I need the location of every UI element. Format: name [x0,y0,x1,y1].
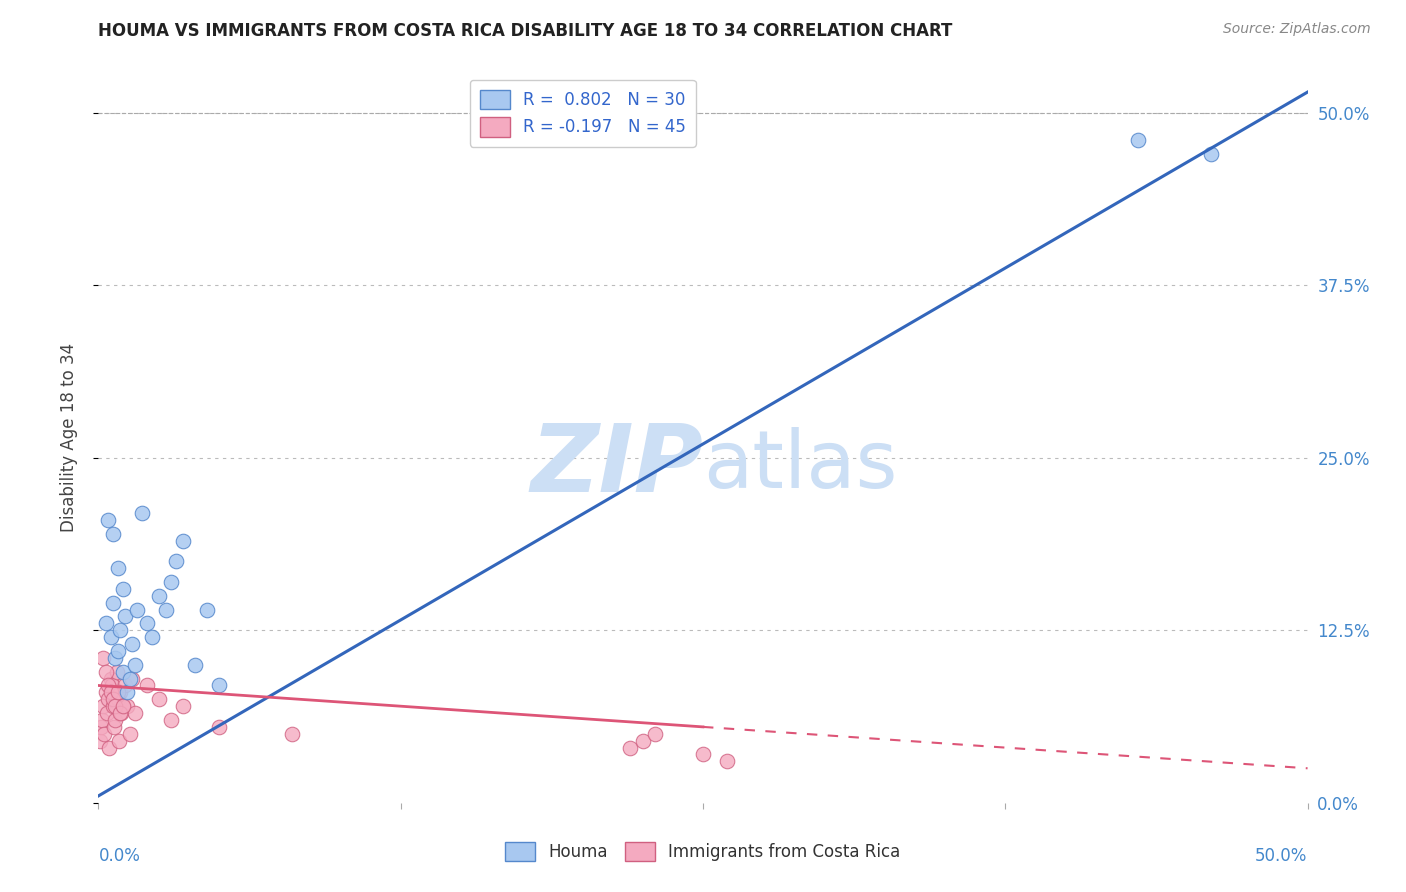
Point [97,513,120,527]
Text: 50.0%: 50.0% [1256,847,1308,864]
Point [110,706,132,720]
Point [111,699,134,714]
Point [117,685,139,699]
Point [103,720,125,734]
Point [101,596,124,610]
Point [107,692,129,706]
Point [111,665,134,679]
Point [90,720,112,734]
Text: Source: ZipAtlas.com: Source: ZipAtlas.com [1223,22,1371,37]
Point [124,657,146,672]
Point [96,706,118,720]
Point [172,699,194,714]
Point [91,651,114,665]
Point [100,672,122,686]
Point [111,699,134,714]
Point [127,602,149,616]
Point [117,699,139,714]
Point [1199,147,1222,161]
Point [98,740,121,755]
Point [160,713,183,727]
Point [101,699,124,714]
Text: ZIP: ZIP [530,420,703,512]
Point [121,672,143,686]
Legend: Houma, Immigrants from Costa Rica: Houma, Immigrants from Costa Rica [499,835,907,868]
Point [100,685,122,699]
Point [195,602,218,616]
Point [172,533,194,548]
Point [148,692,170,706]
Point [89,733,111,747]
Text: HOUMA VS IMMIGRANTS FROM COSTA RICA DISABILITY AGE 18 TO 34 CORRELATION CHART: HOUMA VS IMMIGRANTS FROM COSTA RICA DISA… [98,22,953,40]
Point [121,637,143,651]
Point [111,582,134,596]
Point [101,526,124,541]
Point [124,706,146,720]
Point [1128,133,1150,147]
Text: 0.0%: 0.0% [98,847,141,864]
Point [94,685,117,699]
Point [692,747,714,762]
Point [155,602,177,616]
Point [141,630,163,644]
Point [716,755,738,769]
Point [208,678,231,692]
Point [108,733,131,747]
Point [108,685,131,699]
Point [105,665,128,679]
Point [108,624,131,638]
Point [281,727,304,741]
Text: atlas: atlas [703,427,897,506]
Point [107,561,129,575]
Point [160,574,183,589]
Point [131,506,153,520]
Point [165,554,187,568]
Point [91,713,114,727]
Point [118,727,141,741]
Point [94,665,117,679]
Point [104,651,127,665]
Point [208,720,231,734]
Point [93,727,115,741]
Point [135,616,157,631]
Point [114,609,136,624]
Point [100,678,122,692]
Point [97,692,120,706]
Point [104,699,127,714]
Point [91,699,114,714]
Point [100,630,122,644]
Point [108,706,131,720]
Point [114,678,136,692]
Point [118,672,141,686]
Point [644,727,666,741]
Point [135,678,157,692]
Point [107,685,129,699]
Point [148,589,170,603]
Point [104,713,127,727]
Point [101,692,124,706]
Y-axis label: Disability Age 18 to 34: Disability Age 18 to 34 [59,343,77,532]
Point [94,616,117,631]
Point [97,678,120,692]
Point [631,733,654,747]
Point [619,740,641,755]
Point [184,657,207,672]
Point [107,644,129,658]
